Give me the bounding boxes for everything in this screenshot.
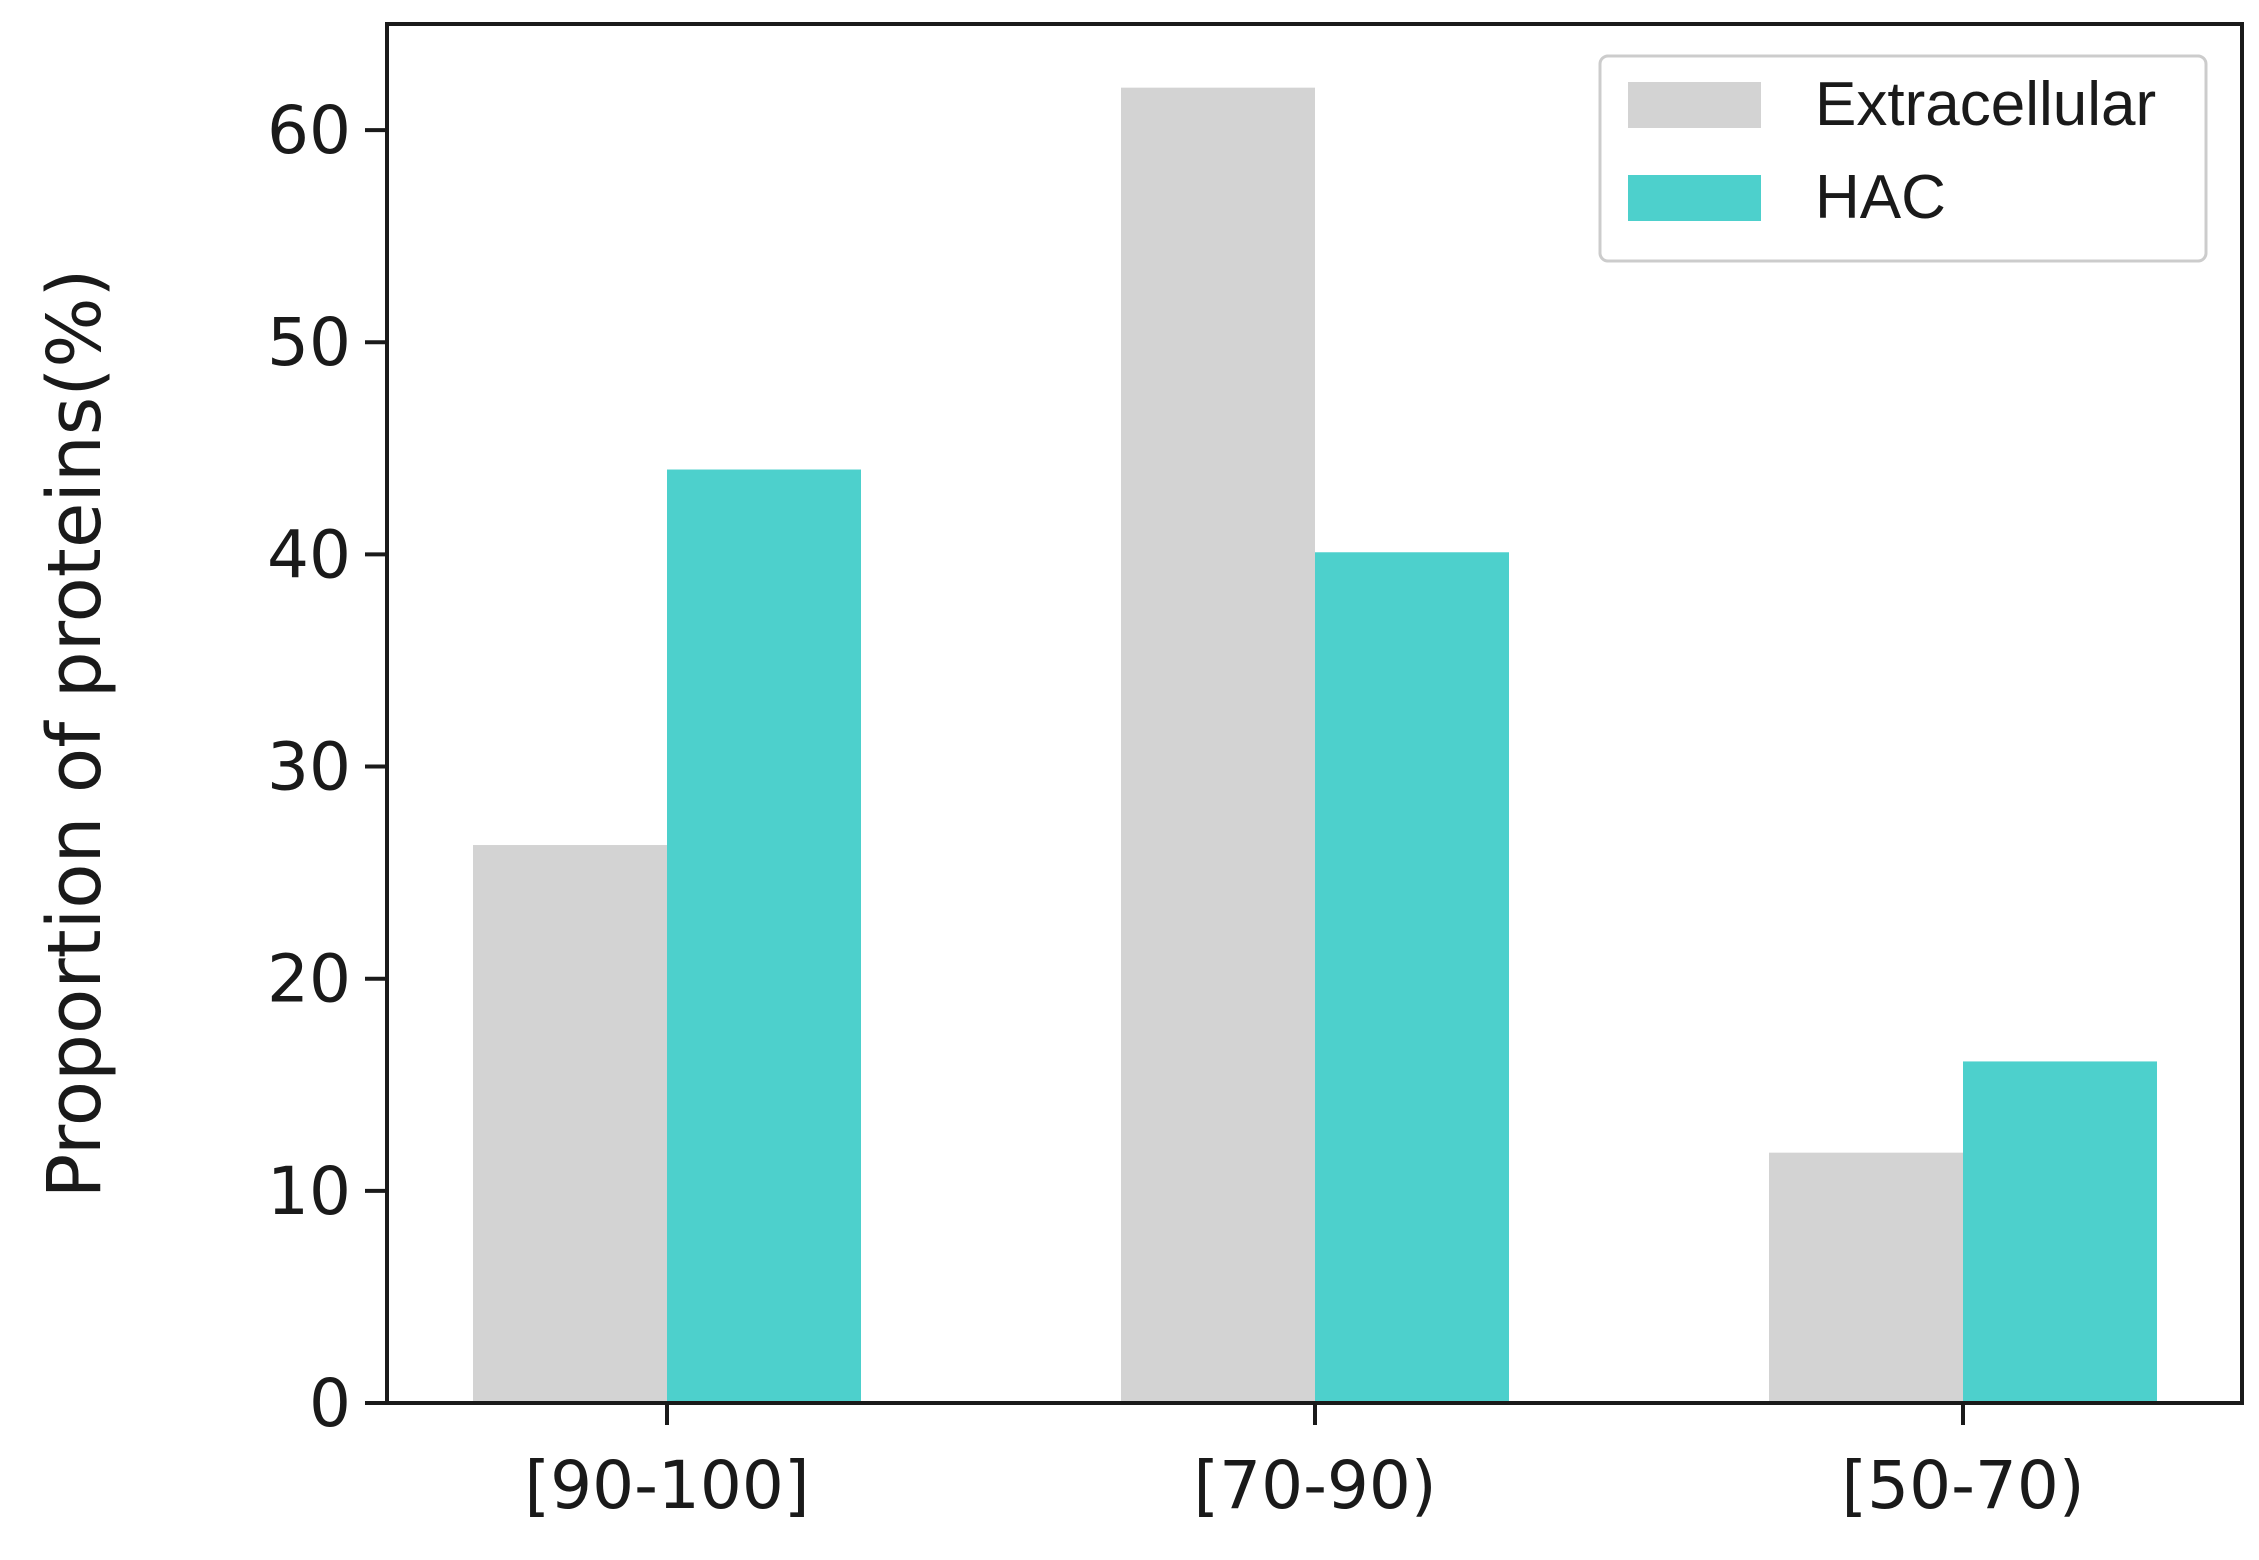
x-axis-ticks: [90-100] [70-90) [50-70) (524, 1403, 2085, 1524)
y-tick-label: 40 (267, 516, 351, 593)
bar-extracellular-3 (1769, 1152, 1963, 1403)
bar-extracellular-2 (1121, 87, 1315, 1404)
y-tick-label: 50 (267, 304, 351, 381)
legend-swatch-hac (1628, 175, 1761, 221)
bars-group (473, 87, 2157, 1404)
plot-frame (385, 22, 2244, 1405)
x-tick-label: [50-70) (1841, 1447, 2084, 1524)
bar-extracellular-1 (473, 845, 667, 1403)
y-tick-label: 20 (267, 941, 351, 1018)
legend-swatch-extracellular (1628, 82, 1761, 128)
y-tick-label: 10 (267, 1153, 351, 1230)
legend: Extracellular HAC (1598, 54, 2208, 263)
y-axis-ticks: 0 10 20 30 40 50 60 (267, 92, 387, 1442)
legend-label-extracellular: Extracellular (1815, 70, 2156, 139)
x-tick-label: [90-100] (524, 1447, 809, 1524)
x-tick-label: [70-90) (1193, 1447, 1436, 1524)
y-axis-label: Proportion of proteins(%) (32, 269, 118, 1199)
y-tick-label: 60 (267, 92, 351, 169)
bar-hac-3 (1963, 1061, 2157, 1403)
y-tick-label: 0 (309, 1365, 351, 1442)
bar-hac-1 (667, 469, 861, 1403)
bar-hac-2 (1315, 552, 1509, 1403)
y-tick-label: 30 (267, 729, 351, 806)
legend-label-hac: HAC (1815, 163, 1946, 232)
